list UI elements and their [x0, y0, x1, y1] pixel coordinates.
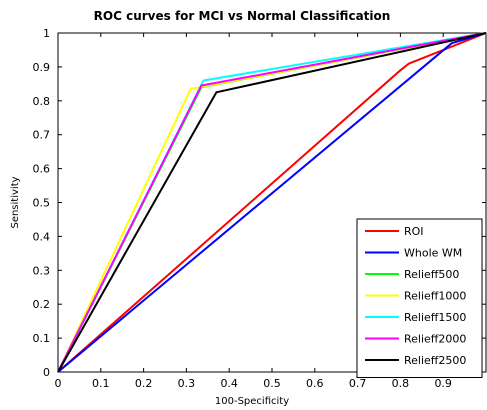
y-axis-label: Sensitivity	[10, 176, 21, 228]
y-tick-label: 0.7	[33, 129, 51, 142]
series-line-relieff2500	[57, 32, 487, 373]
y-tick-label: 0.5	[33, 197, 51, 210]
y-tick-label: 0.3	[33, 264, 51, 277]
legend-label: Relieff1000	[404, 290, 466, 303]
y-tick-label: 0	[43, 366, 50, 379]
legend: ROI Whole WM Relieff500 Relieff1000 Relieff1…	[356, 218, 483, 378]
legend-label: Whole WM	[404, 247, 462, 260]
series-line-roi	[57, 32, 487, 373]
x-tick-label: 0.5	[263, 377, 281, 390]
x-tick-label: 0.6	[306, 377, 324, 390]
y-tick-label: 0.8	[33, 95, 51, 108]
y-tick-label: 0.4	[33, 230, 51, 243]
x-tick-label: 0.8	[392, 377, 410, 390]
y-axis: 0 0.1 0.2 0.3 0.4 0.5 0.6 0.7 0.8 0.9 1	[33, 27, 486, 379]
x-tick-label: 0.9	[434, 377, 452, 390]
x-tick-label: 0.2	[135, 377, 153, 390]
x-tick-label: 0.1	[92, 377, 110, 390]
legend-box	[356, 218, 483, 378]
legend-label: Relieff1500	[404, 311, 466, 324]
legend-label: Relieff500	[404, 268, 459, 281]
y-tick-label: 0.1	[33, 332, 51, 345]
y-tick-label: 0.9	[33, 61, 51, 74]
legend-label: ROI	[404, 225, 424, 238]
y-tick-label: 0.2	[33, 298, 51, 311]
x-tick-label: 0	[55, 377, 62, 390]
legend-label: Relieff2000	[404, 333, 466, 346]
x-tick-label: 0.4	[220, 377, 238, 390]
x-axis: 0 0.1 0.2 0.3 0.4 0.5 0.6 0.7 0.8 0.9	[55, 33, 452, 390]
x-tick-label: 0.7	[349, 377, 367, 390]
legend-label: Relieff2500	[404, 354, 466, 367]
chart-title: ROC curves for MCI vs Normal Classificat…	[94, 9, 391, 23]
series-line-relieff2000	[57, 32, 487, 373]
y-tick-label: 0.6	[33, 163, 51, 176]
x-tick-label: 0.3	[178, 377, 196, 390]
y-tick-label: 1	[43, 27, 50, 40]
x-axis-label: 100-Specificity	[215, 396, 289, 407]
series-group	[57, 32, 487, 373]
